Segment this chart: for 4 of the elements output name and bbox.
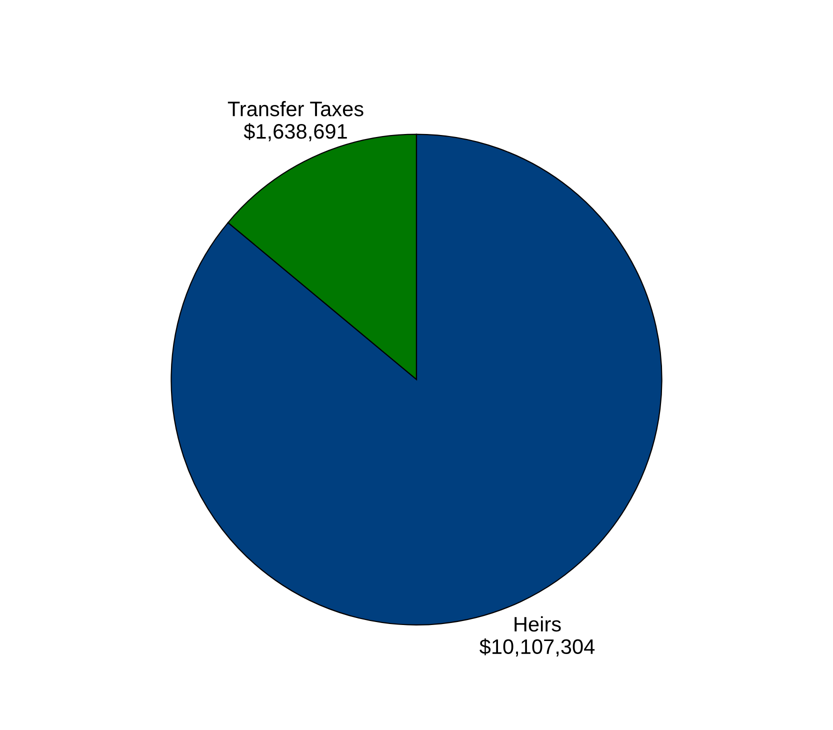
data-label: $1,638,691 (244, 123, 347, 142)
data-label: $10,107,304 (480, 638, 595, 657)
slice-label: Transfer Taxes (228, 101, 364, 116)
slice-label: Heirs (514, 616, 561, 632)
